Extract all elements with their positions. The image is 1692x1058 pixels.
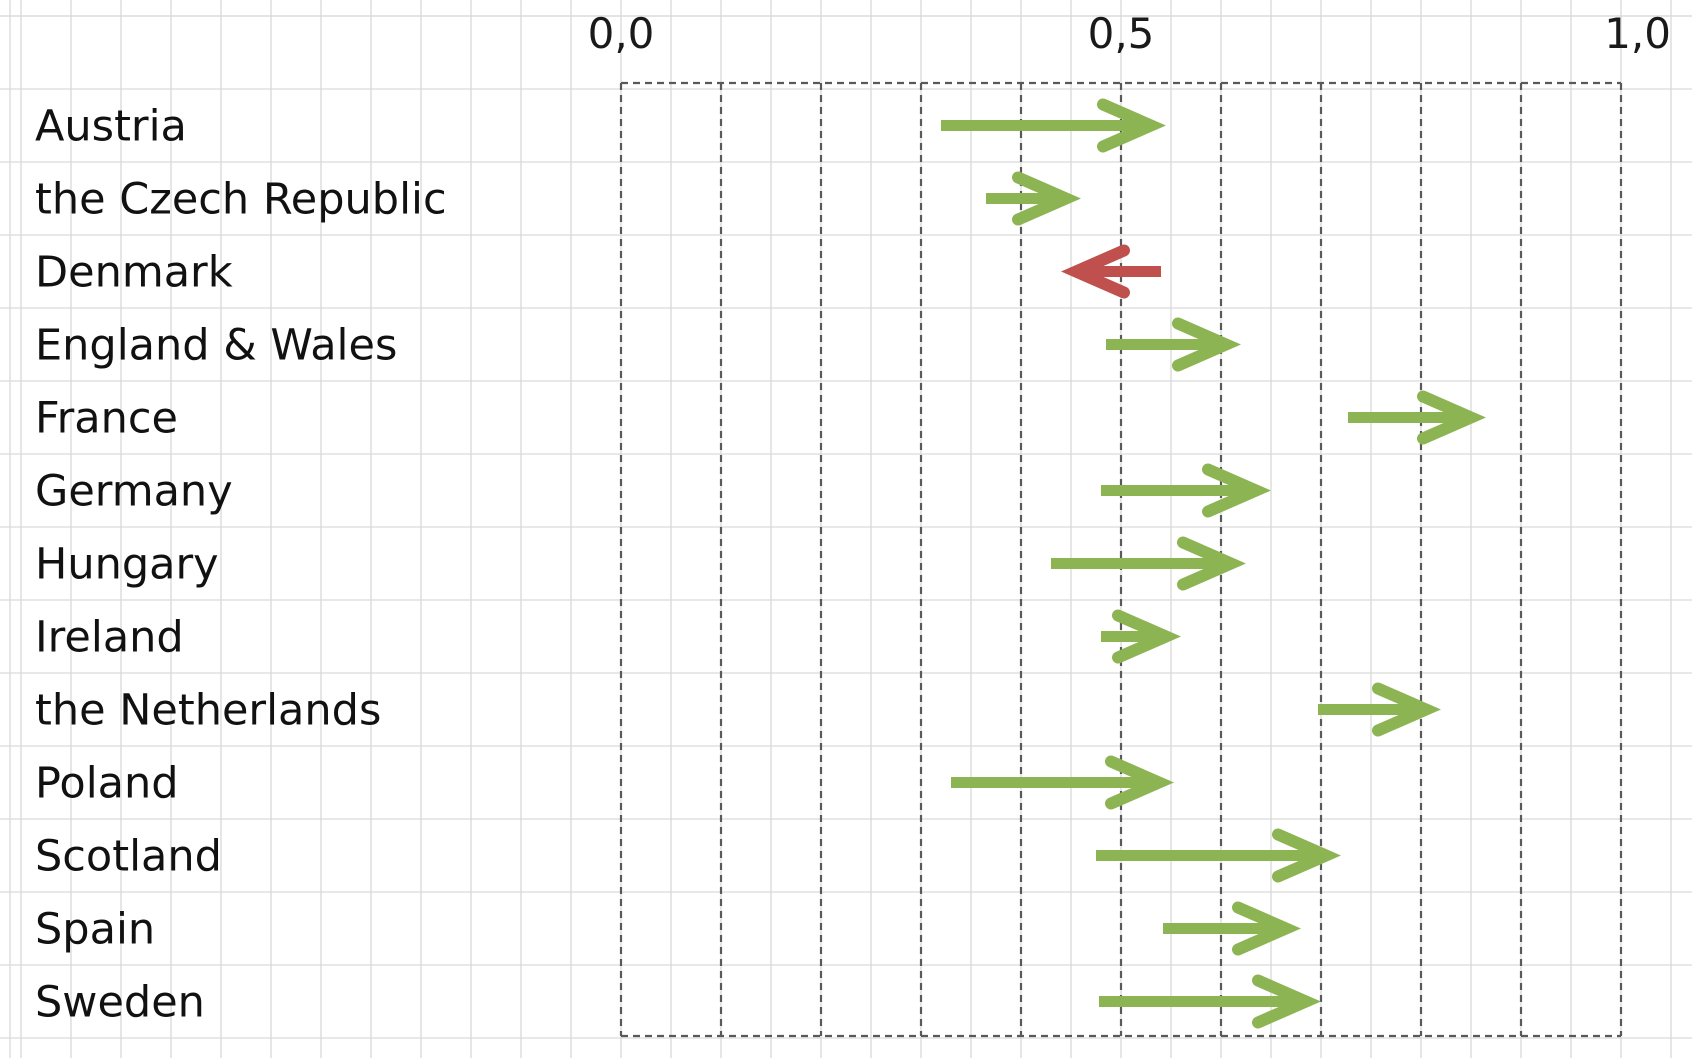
row-label: France bbox=[35, 394, 178, 444]
change-arrow bbox=[1106, 317, 1241, 372]
change-arrow bbox=[986, 171, 1081, 226]
arrow-head bbox=[1252, 974, 1321, 1029]
arrow-head bbox=[1177, 536, 1246, 591]
plot-gridlines bbox=[619, 81, 1623, 1038]
row-label: Scotland bbox=[35, 832, 222, 882]
change-arrow bbox=[1163, 901, 1301, 956]
change-arrow bbox=[1348, 390, 1486, 445]
arrow-head bbox=[1012, 171, 1081, 226]
arrow-head bbox=[1105, 755, 1174, 810]
row-label: Denmark bbox=[35, 248, 233, 298]
row-labels: Austria the Czech Republic Denmark England … bbox=[35, 102, 447, 1028]
row-label: Hungary bbox=[35, 540, 219, 590]
x-tick-label: 0,5 bbox=[1088, 9, 1155, 58]
change-arrow bbox=[1061, 244, 1161, 299]
row-label: Spain bbox=[35, 905, 155, 955]
row-label: the Netherlands bbox=[35, 686, 381, 736]
x-tick-label: 0,0 bbox=[588, 9, 655, 58]
arrow-head bbox=[1272, 828, 1341, 883]
change-arrow bbox=[1101, 463, 1271, 518]
row-label: Germany bbox=[35, 467, 233, 517]
change-arrow bbox=[1099, 974, 1321, 1029]
x-tick-label: 1,0 bbox=[1604, 9, 1671, 58]
change-arrow bbox=[1318, 682, 1441, 737]
arrow-head bbox=[1172, 317, 1241, 372]
arrow-head bbox=[1202, 463, 1271, 518]
arrow-head bbox=[1372, 682, 1441, 737]
arrows bbox=[941, 98, 1486, 1029]
change-arrow bbox=[1096, 828, 1341, 883]
arrow-head bbox=[1097, 98, 1166, 153]
row-label: Poland bbox=[35, 759, 179, 809]
x-axis-tick-labels: 0,0 0,5 1,0 bbox=[588, 9, 1671, 58]
row-label: the Czech Republic bbox=[35, 175, 447, 225]
row-label: Ireland bbox=[35, 613, 184, 663]
row-label: Sweden bbox=[35, 978, 205, 1028]
row-label: Austria bbox=[35, 102, 187, 152]
change-arrow bbox=[951, 755, 1174, 810]
change-arrow bbox=[1051, 536, 1246, 591]
arrow-head bbox=[1417, 390, 1486, 445]
row-label: England & Wales bbox=[35, 321, 397, 371]
change-arrow bbox=[941, 98, 1166, 153]
arrow-head bbox=[1061, 244, 1130, 299]
change-arrow bbox=[1101, 609, 1181, 664]
arrow-head bbox=[1232, 901, 1301, 956]
arrow-head bbox=[1112, 609, 1181, 664]
